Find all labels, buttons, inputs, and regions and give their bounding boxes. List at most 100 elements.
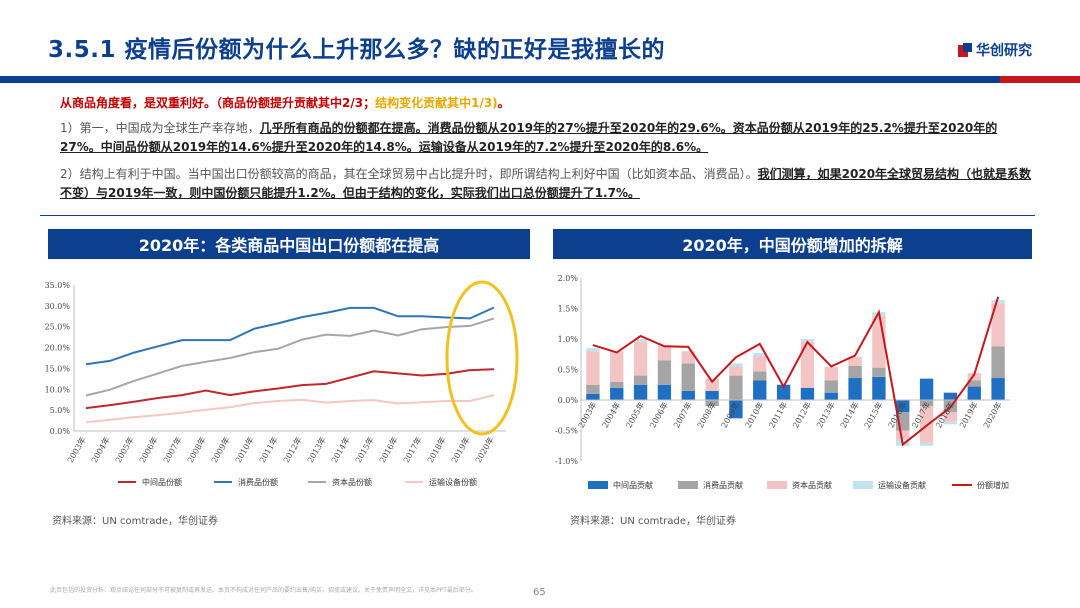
legend-label: 消费品贡献 [703,480,743,490]
bar-segment-1 [967,386,981,400]
x-tick-label: 2008年 [185,435,208,465]
legend-swatch [588,481,608,489]
x-tick-label: 2009年 [209,435,232,465]
y-tick-label: 2.0% [558,274,579,283]
bar-segment-2 [753,371,767,381]
x-tick-label: 2014年 [329,435,352,465]
x-tick-label: 2006年 [137,435,160,465]
bar-segment-4 [633,339,648,343]
highlight-ellipse [445,280,519,436]
summary-text: 从商品角度看，是双重利好。（商品份额提升贡献其中2/3；结构变化贡献其中1/3)… [60,94,1035,211]
section-divider [40,215,1035,216]
legend-label: 份额增加 [977,480,1009,490]
x-tick-label: 2016年 [377,435,400,465]
x-tick-label: 2010年 [743,400,766,430]
bar-segment-2 [610,381,624,388]
y-tick-label: 20.0% [45,344,71,353]
y-tick-label: 10.0% [45,385,71,394]
bar-segment-4 [729,363,743,367]
logo-icon [958,43,972,57]
series-line-2 [85,306,495,366]
bar-segment-1 [919,378,934,400]
bar-segment-3 [848,356,862,366]
title-underline [0,76,1080,83]
bar-segment-2 [824,380,838,393]
x-tick-label: 2007年 [161,435,184,465]
x-tick-label: 2015年 [353,435,376,465]
chart-legend: 中间品贡献 消费品贡献 资本品贡献 运输设备贡献 份额增加 [588,480,1009,490]
right-chart-title: 2020年，中国份额增加的拆解 [553,229,1032,259]
x-tick-label: 2010年 [233,435,256,465]
share-decomposition-chart: 2.0% 1.5% 1.0% 0.5% 0.0% -0.5% -1.0% 2003年 2004年… [555,274,1010,490]
bar-segment-1 [943,392,958,400]
legend-label: 中间品份额 [142,477,182,487]
bar-segment-1 [872,376,886,400]
x-tick-label: 2007年 [671,400,694,430]
page-title: 3.5.1 疫情后份额为什么上升那么多？缺的正好是我擅长的 [48,37,665,63]
bar-segment-3 [657,345,672,361]
summary-lead: 从商品角度看，是双重利好。（商品份额提升贡献其中2/3；结构变化贡献其中1/3)… [60,96,510,110]
title-underline-accent [1000,76,1080,83]
series-line-1 [85,368,495,410]
bar-segment-1 [633,384,648,400]
bar-segment-4 [991,299,1005,304]
bar-segment-1 [705,390,719,400]
x-tick-label: 2005年 [623,400,646,430]
bar-segment-1 [610,387,624,400]
bar-segment-2 [729,375,743,400]
legend-swatch [678,481,698,489]
bar-segment-2 [967,380,981,387]
left-chart-title: 2020年：各类商品中国出口份额都在提高 [48,229,530,259]
bar-segment-4 [753,353,767,357]
disclaimer: 此页包括的投资分析、观点结论任何部分不可被复制或再发送。本页不构成对任何产品的要… [50,587,477,594]
bar-segment-3 [633,342,648,376]
bar-segment-1 [729,400,743,419]
bar-segment-3 [824,367,838,381]
y-tick-label: 0.5% [558,366,579,375]
bar-segment-3 [586,351,600,385]
y-tick-label: 0.0% [558,396,579,405]
bar-segment-3 [967,373,981,381]
bar-segment-3 [800,342,815,388]
bar-segment-1 [824,392,838,400]
bar-segment-1 [896,400,910,413]
x-tick-label: 2011年 [257,435,280,465]
bar-segment-3 [943,412,958,422]
legend-swatch [853,481,873,489]
x-tick-label: 2012年 [281,435,304,465]
y-tick-label: 1.5% [558,305,579,314]
series-line-4 [85,394,495,424]
x-tick-label: 2013年 [814,400,837,430]
series-line-3 [85,317,495,397]
y-tick-label: 1.0% [558,335,579,344]
bar-segment-4 [943,421,958,425]
y-tick-label: 15.0% [45,364,71,373]
summary-para-1: 1）第一，中国成为全球生产幸存地，几乎所有商品的份额都在提高。消费品份额从201… [60,121,998,154]
bar-segment-2 [586,384,600,394]
x-tick-label: 2003年 [576,400,599,430]
share-increase-line [592,296,1000,447]
bar-segment-1 [776,384,791,400]
bar-segment-2 [991,346,1005,379]
x-tick-label: 2011年 [766,400,789,430]
bar-segment-2 [872,367,886,377]
y-tick-label: 35.0% [45,281,71,290]
bar-segment-1 [800,387,815,400]
legend-label: 运输设备份额 [429,477,477,487]
legend-swatch [767,481,787,489]
x-tick-label: 2013年 [305,435,328,465]
bar-segment-3 [681,351,695,364]
bar-segment-3 [896,430,910,440]
x-tick-label: 2020年 [473,435,496,465]
bar-segment-1 [848,378,862,400]
y-tick-label: 25.0% [45,323,71,332]
summary-para-2: 2）结构上有利于中国。当中国出口份额较高的商品，其在全球贸易中占比提升时，即所谓… [60,167,1032,200]
right-source-note: 资料来源：UN comtrade，华创证券 [570,516,736,527]
x-tick-label: 2017年 [401,435,424,465]
legend-label: 资本品贡献 [792,480,832,490]
bar-segment-1 [753,380,767,400]
left-source-note: 资料来源：UN comtrade，华创证券 [52,516,218,527]
bar-segment-1 [657,384,672,400]
bar-segment-3 [610,351,624,382]
x-tick-label: 2004年 [600,400,623,430]
